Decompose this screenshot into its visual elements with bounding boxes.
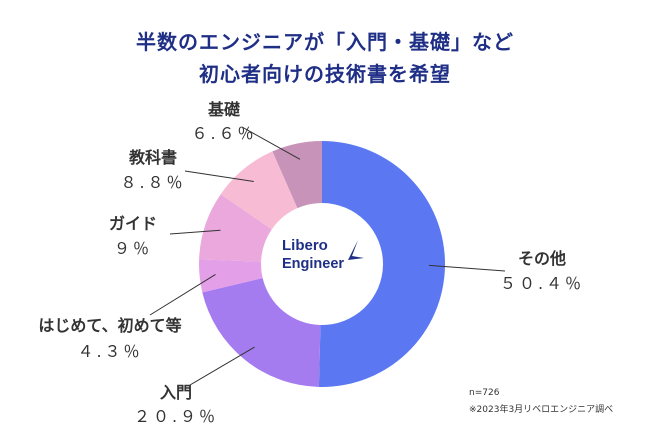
logo-mark-icon: [348, 240, 364, 260]
sample-size-note: n=726: [469, 388, 500, 398]
leader-line-2: [149, 273, 216, 316]
donut-slice-2: [198, 259, 263, 293]
slice-label-5: 基礎: [207, 100, 241, 119]
logo-line2: Engineer: [282, 256, 345, 272]
leader-line-5: [241, 126, 301, 160]
slice-value-4: ８.８％: [120, 173, 185, 192]
slice-label-4: 教科書: [129, 148, 177, 167]
logo: Libero Engineer: [282, 237, 344, 273]
logo-line1: Libero: [282, 237, 328, 254]
donut-slice-1: [202, 278, 321, 387]
slice-label-0: その他: [518, 249, 566, 268]
slice-label-2: はじめて、初めて等: [38, 316, 181, 335]
source-note: ※2023年3月リベロエンジニア調べ: [469, 405, 614, 415]
slice-label-1: 入門: [160, 383, 192, 402]
donut-slice-5: [272, 141, 322, 209]
leader-line-1: [189, 346, 255, 386]
leader-line-0: [428, 264, 506, 272]
chart-title-line2: 初心者向けの技術書を希望: [199, 62, 451, 86]
slice-value-3: ９％: [114, 239, 152, 258]
slice-value-2: ４.３％: [77, 342, 142, 361]
chart-title-line1: 半数のエンジニアが「入門・基礎」など: [136, 30, 514, 54]
leader-line-3: [169, 229, 221, 235]
slice-value-5: ６.６％: [191, 124, 256, 143]
donut-slice-3: [199, 194, 272, 262]
donut-slice-4: [220, 151, 298, 230]
leader-line-4: [184, 170, 254, 183]
slice-value-1: ２０.９％: [134, 407, 218, 426]
slice-value-0: ５０.４％: [500, 274, 584, 293]
donut-slice-0: [318, 141, 446, 388]
slice-label-3: ガイド: [109, 214, 157, 233]
